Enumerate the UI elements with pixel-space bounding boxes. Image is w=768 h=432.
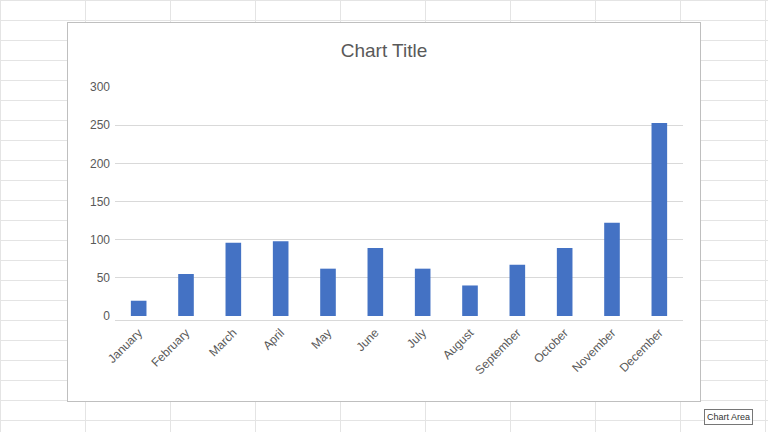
svg-text:July: July [404,326,429,351]
svg-text:250: 250 [90,118,110,132]
svg-text:April: April [260,326,287,353]
svg-text:300: 300 [90,80,110,94]
svg-text:September: September [472,326,523,377]
svg-text:January: January [105,326,145,366]
svg-text:August: August [440,325,477,362]
svg-text:November: November [569,326,618,375]
svg-text:June: June [353,326,382,355]
svg-text:May: May [308,326,334,352]
svg-text:December: December [617,326,666,375]
svg-text:50: 50 [97,271,111,285]
svg-text:0: 0 [103,309,110,323]
svg-text:200: 200 [90,157,110,171]
svg-text:150: 150 [90,195,110,209]
svg-text:February: February [149,326,193,370]
svg-text:100: 100 [90,233,110,247]
svg-text:Chart Title: Chart Title [341,40,428,61]
svg-text:Chart Area: Chart Area [707,412,750,422]
svg-text:October: October [531,326,571,366]
svg-text:March: March [206,326,239,359]
